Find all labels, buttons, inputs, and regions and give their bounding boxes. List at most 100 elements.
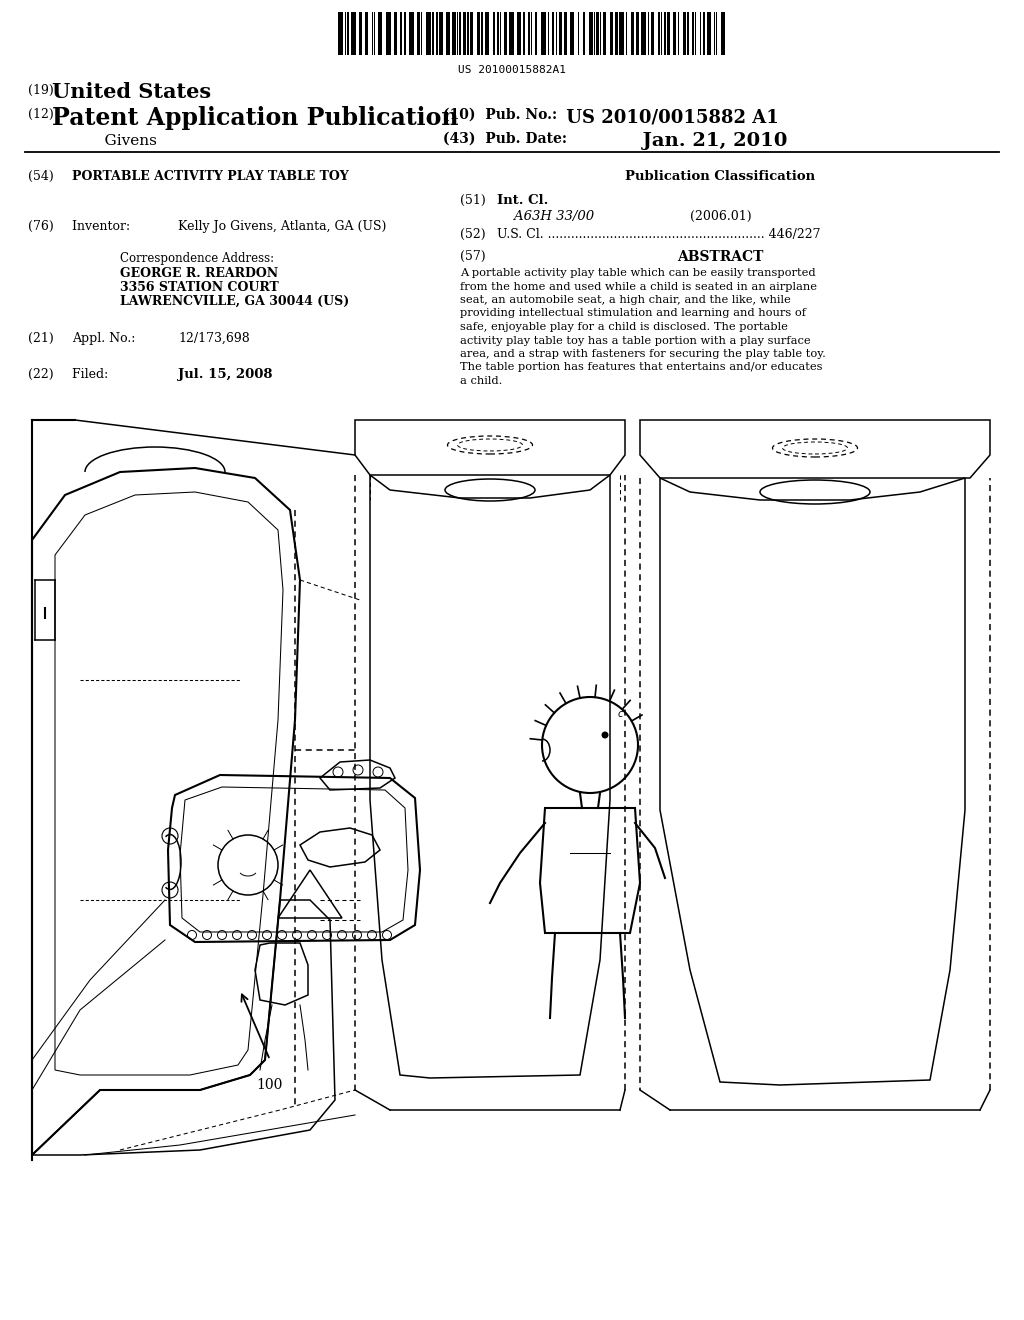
Bar (409, 12, 414, 55)
Bar (351, 12, 356, 55)
Bar (446, 12, 450, 55)
Bar (667, 12, 670, 55)
Bar (338, 12, 343, 55)
Bar (552, 12, 554, 55)
Bar (417, 12, 420, 55)
Text: activity play table toy has a table portion with a play surface: activity play table toy has a table port… (460, 335, 811, 346)
Text: LAWRENCVILLE, GA 30044 (US): LAWRENCVILLE, GA 30044 (US) (120, 294, 349, 308)
Text: US 2010/0015882 A1: US 2010/0015882 A1 (560, 108, 778, 125)
Text: PORTABLE ACTIVITY PLAY TABLE TOY: PORTABLE ACTIVITY PLAY TABLE TOY (72, 170, 349, 183)
Text: 100: 100 (257, 1078, 284, 1092)
Bar (463, 12, 466, 55)
Bar (692, 12, 694, 55)
Text: (43)  Pub. Date:: (43) Pub. Date: (443, 132, 567, 147)
Text: (52): (52) (460, 228, 494, 242)
Text: The table portion has features that entertains and/or educates: The table portion has features that ente… (460, 363, 822, 372)
Text: (51): (51) (460, 194, 494, 207)
Bar (394, 12, 397, 55)
Text: (10)  Pub. No.:: (10) Pub. No.: (443, 108, 557, 121)
Text: Givens: Givens (85, 135, 157, 148)
Bar (559, 12, 562, 55)
Bar (359, 12, 362, 55)
Bar (436, 12, 438, 55)
Text: Correspondence Address:: Correspondence Address: (120, 252, 274, 265)
Bar (365, 12, 368, 55)
Text: (76): (76) (28, 220, 61, 234)
Text: (57): (57) (460, 249, 485, 263)
Text: ABSTRACT: ABSTRACT (677, 249, 763, 264)
Bar (589, 12, 593, 55)
Text: (2006.01): (2006.01) (650, 210, 752, 223)
Bar (477, 12, 480, 55)
Text: seat, an automobile seat, a high chair, and the like, while: seat, an automobile seat, a high chair, … (460, 294, 791, 305)
Bar (564, 12, 567, 55)
Bar (400, 12, 402, 55)
Text: 3356 STATION COURT: 3356 STATION COURT (120, 281, 279, 294)
Bar (452, 12, 456, 55)
Text: c: c (618, 709, 624, 719)
Bar (467, 12, 469, 55)
Bar (517, 12, 521, 55)
Bar (570, 12, 574, 55)
Bar (603, 12, 606, 55)
Text: from the home and used while a child is seated in an airplane: from the home and used while a child is … (460, 281, 817, 292)
Text: Kelly Jo Givens, Atlanta, GA (US): Kelly Jo Givens, Atlanta, GA (US) (178, 220, 386, 234)
Bar (618, 12, 624, 55)
Text: (22): (22) (28, 368, 61, 381)
Bar (687, 12, 689, 55)
Bar (636, 12, 639, 55)
Bar (481, 12, 483, 55)
Bar (523, 12, 525, 55)
Bar (658, 12, 660, 55)
Bar (535, 12, 537, 55)
Bar (347, 12, 349, 55)
Bar (596, 12, 599, 55)
Bar (683, 12, 686, 55)
Bar (541, 12, 546, 55)
Bar (459, 12, 461, 55)
Bar (504, 12, 507, 55)
Bar (470, 12, 473, 55)
Text: Jul. 15, 2008: Jul. 15, 2008 (178, 368, 272, 381)
Bar (485, 12, 489, 55)
Text: US 20100015882A1: US 20100015882A1 (458, 65, 566, 75)
Text: A portable activity play table which can be easily transported: A portable activity play table which can… (460, 268, 816, 279)
Bar (631, 12, 634, 55)
Bar (493, 12, 495, 55)
Text: A63H 33/00: A63H 33/00 (497, 210, 594, 223)
Bar (378, 12, 382, 55)
Bar (673, 12, 676, 55)
Text: (19): (19) (28, 84, 57, 96)
Text: a child.: a child. (460, 376, 503, 385)
Text: Jan. 21, 2010: Jan. 21, 2010 (575, 132, 787, 150)
Text: providing intellectual stimulation and learning and hours of: providing intellectual stimulation and l… (460, 309, 806, 318)
Bar (439, 12, 443, 55)
Bar (426, 12, 431, 55)
Bar (703, 12, 705, 55)
Text: U.S. Cl. ........................................................ 446/227: U.S. Cl. ...............................… (497, 228, 820, 242)
Bar (497, 12, 499, 55)
Text: (12): (12) (28, 108, 57, 121)
Text: Appl. No.:: Appl. No.: (72, 333, 152, 345)
Bar (721, 12, 725, 55)
Text: Filed:: Filed: (72, 368, 157, 381)
Text: GEORGE R. REARDON: GEORGE R. REARDON (120, 267, 279, 280)
Text: (54): (54) (28, 170, 61, 183)
Bar (615, 12, 618, 55)
Bar (707, 12, 711, 55)
Text: Int. Cl.: Int. Cl. (497, 194, 549, 207)
Bar (386, 12, 391, 55)
Bar (583, 12, 585, 55)
Bar (651, 12, 654, 55)
Text: area, and a strap with fasteners for securing the play table toy.: area, and a strap with fasteners for sec… (460, 348, 826, 359)
Text: (21): (21) (28, 333, 61, 345)
Bar (664, 12, 666, 55)
Bar (641, 12, 646, 55)
Circle shape (601, 731, 608, 738)
Bar (610, 12, 613, 55)
Bar (509, 12, 514, 55)
Text: Inventor:: Inventor: (72, 220, 151, 234)
Text: United States: United States (52, 82, 211, 102)
Text: safe, enjoyable play for a child is disclosed. The portable: safe, enjoyable play for a child is disc… (460, 322, 787, 333)
Text: Patent Application Publication: Patent Application Publication (52, 106, 459, 129)
